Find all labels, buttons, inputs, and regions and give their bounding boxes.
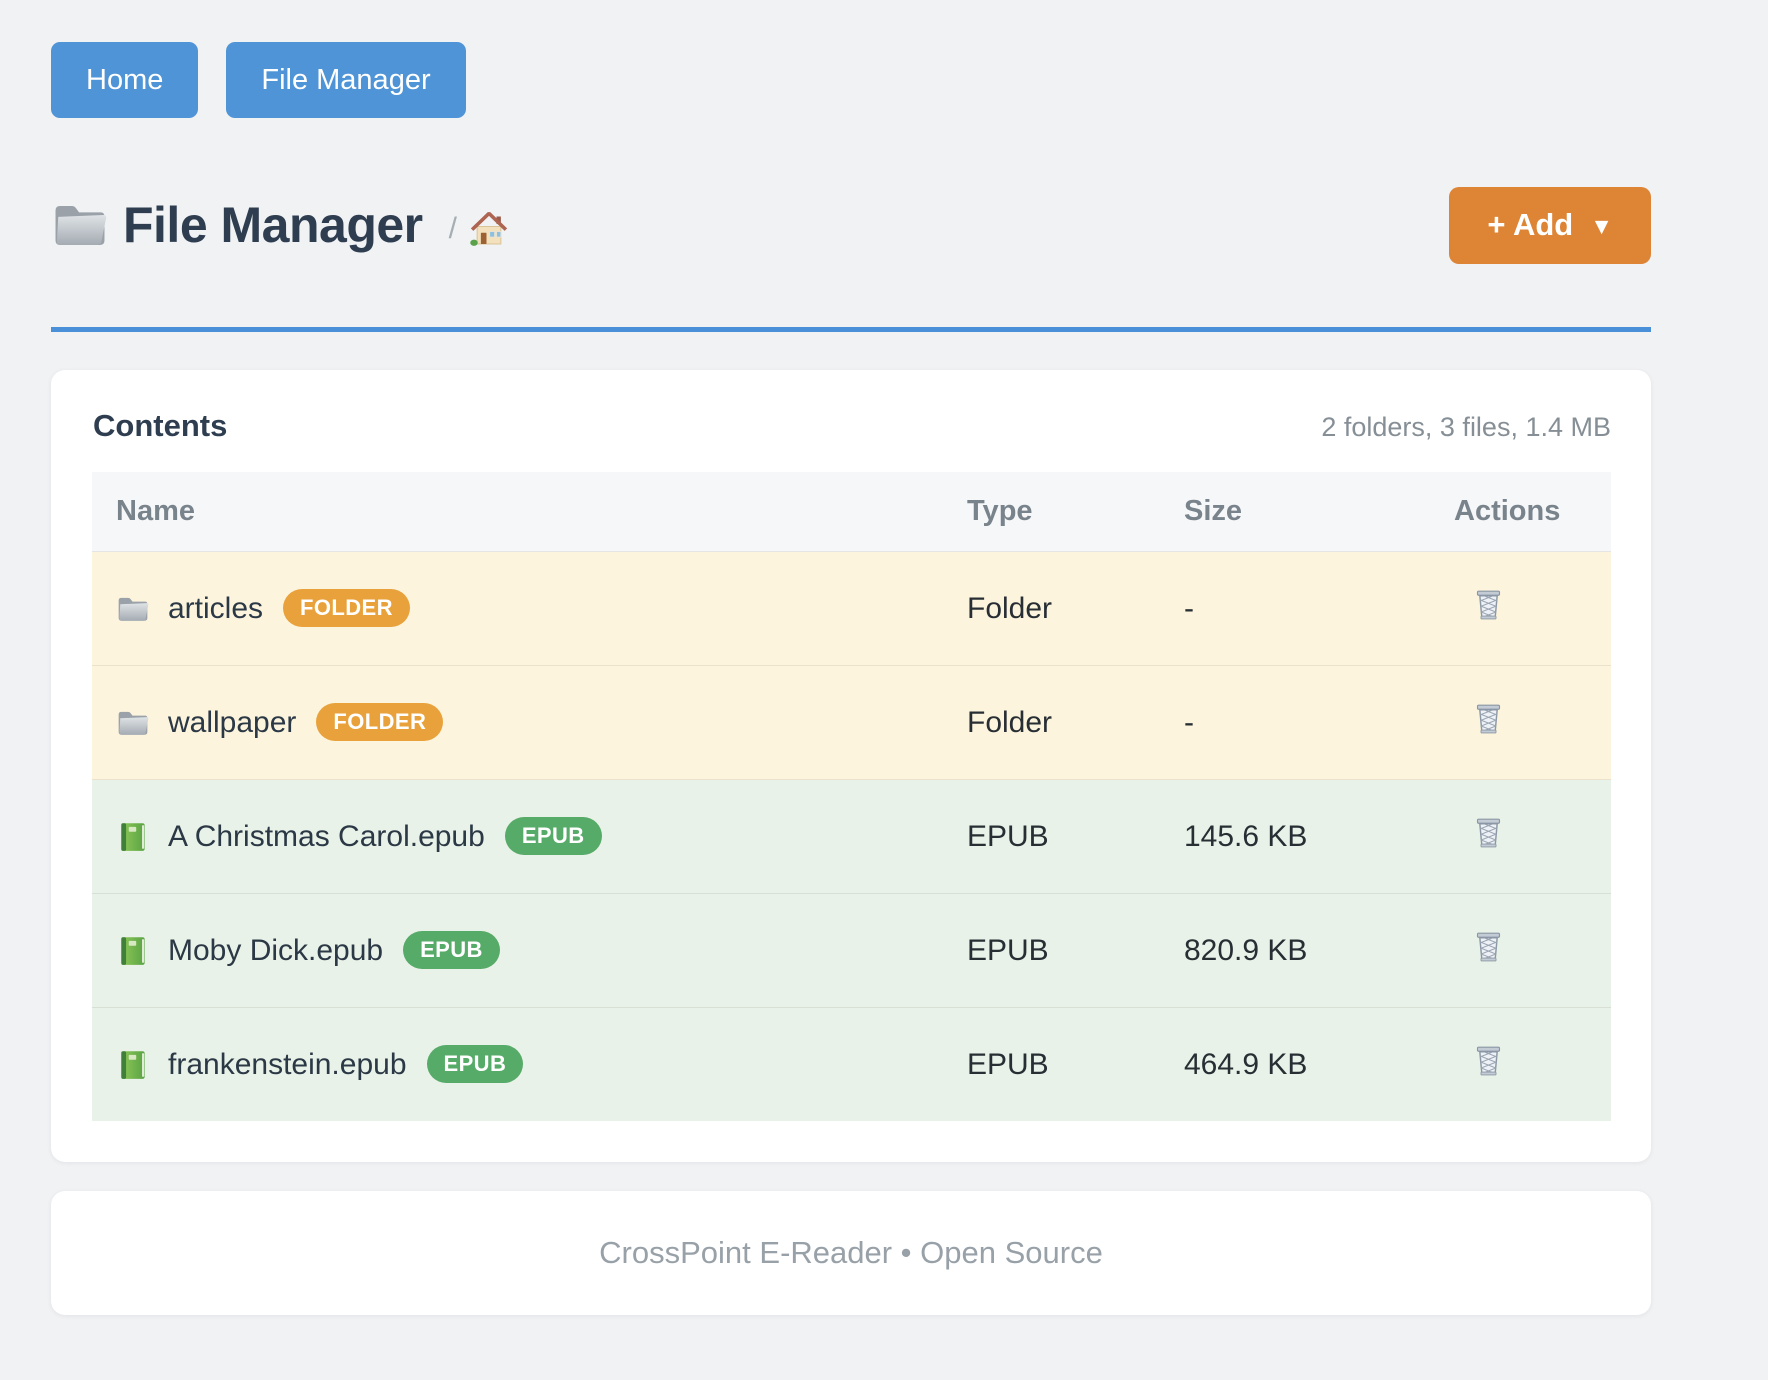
item-size: - xyxy=(1160,551,1430,666)
delete-button[interactable] xyxy=(1470,814,1507,851)
page-title-group: File Manager / xyxy=(51,196,509,254)
nav-file-manager-button[interactable]: File Manager xyxy=(226,42,466,118)
nav-home-button[interactable]: Home xyxy=(51,42,199,118)
column-header-actions: Actions xyxy=(1430,472,1611,552)
item-type: Folder xyxy=(943,665,1160,780)
trash-icon xyxy=(1470,814,1507,851)
item-type: EPUB xyxy=(943,1007,1160,1121)
contents-summary: 2 folders, 3 files, 1.4 MB xyxy=(1321,412,1611,442)
breadcrumb: / xyxy=(449,205,509,245)
epub-badge: EPUB xyxy=(403,930,500,969)
table-header-row: Name Type Size Actions xyxy=(92,472,1611,552)
breadcrumb-separator: / xyxy=(448,212,457,245)
item-type: EPUB xyxy=(943,893,1160,1008)
item-name-link[interactable]: A Christmas Carol.epub xyxy=(168,819,485,853)
table-row-moby-dick: Moby Dick.epub EPUB EPUB 820.9 KB xyxy=(92,893,1611,1008)
item-name-link[interactable]: wallpaper xyxy=(168,705,297,739)
footer-text: CrossPoint E-Reader • Open Source xyxy=(599,1235,1103,1270)
folder-badge: FOLDER xyxy=(316,702,444,741)
table-row-christmas-carol: A Christmas Carol.epub EPUB EPUB 145.6 K… xyxy=(92,779,1611,894)
header-divider xyxy=(51,327,1651,332)
delete-button[interactable] xyxy=(1470,928,1507,965)
item-size: - xyxy=(1160,665,1430,780)
trash-icon xyxy=(1470,700,1507,737)
item-size: 145.6 KB xyxy=(1160,779,1430,894)
delete-button[interactable] xyxy=(1470,700,1507,737)
top-navigation: Home File Manager xyxy=(51,42,1651,118)
page-header: File Manager / + Add ▼ xyxy=(51,185,1651,265)
trash-icon xyxy=(1470,1042,1507,1079)
contents-heading: Contents xyxy=(93,408,228,443)
epub-badge: EPUB xyxy=(504,816,602,855)
add-button[interactable]: + Add ▼ xyxy=(1449,186,1651,264)
table-row-articles: articles FOLDER Folder - xyxy=(92,551,1611,666)
green-book-icon xyxy=(116,820,150,854)
delete-button[interactable] xyxy=(1470,586,1507,623)
epub-badge: EPUB xyxy=(426,1044,524,1083)
table-row-frankenstein: frankenstein.epub EPUB EPUB 464.9 KB xyxy=(92,1007,1611,1121)
folder-icon xyxy=(116,706,150,740)
item-name-link[interactable]: frankenstein.epub xyxy=(168,1047,407,1081)
contents-card-header: Contents 2 folders, 3 files, 1.4 MB xyxy=(92,408,1611,444)
item-size: 464.9 KB xyxy=(1160,1007,1430,1121)
item-type: EPUB xyxy=(943,779,1160,894)
page-container: Home File Manager File Manager / + Add ▼… xyxy=(51,0,1651,1315)
green-book-icon xyxy=(116,1048,150,1082)
page-title: File Manager xyxy=(123,197,423,253)
item-size: 820.9 KB xyxy=(1160,893,1430,1008)
trash-icon xyxy=(1470,586,1507,623)
folder-badge: FOLDER xyxy=(283,588,410,627)
item-name-link[interactable]: Moby Dick.epub xyxy=(168,933,384,967)
table-row-wallpaper: wallpaper FOLDER Folder - xyxy=(92,665,1611,780)
trash-icon xyxy=(1470,928,1507,965)
column-header-size: Size xyxy=(1160,472,1430,552)
contents-card: Contents 2 folders, 3 files, 1.4 MB Name… xyxy=(51,370,1651,1162)
footer-card: CrossPoint E-Reader • Open Source xyxy=(51,1191,1651,1315)
column-header-type: Type xyxy=(943,472,1160,552)
green-book-icon xyxy=(116,934,150,968)
file-table: Name Type Size Actions articles FOLDER xyxy=(92,472,1611,1121)
chevron-down-icon: ▼ xyxy=(1590,212,1613,239)
add-button-label: + Add xyxy=(1487,207,1574,242)
folder-icon xyxy=(116,592,150,626)
column-header-name: Name xyxy=(92,472,943,552)
item-type: Folder xyxy=(943,551,1160,666)
folder-icon xyxy=(51,196,109,254)
delete-button[interactable] xyxy=(1470,1042,1507,1079)
item-name-link[interactable]: articles xyxy=(168,591,264,625)
home-icon[interactable] xyxy=(469,209,509,249)
